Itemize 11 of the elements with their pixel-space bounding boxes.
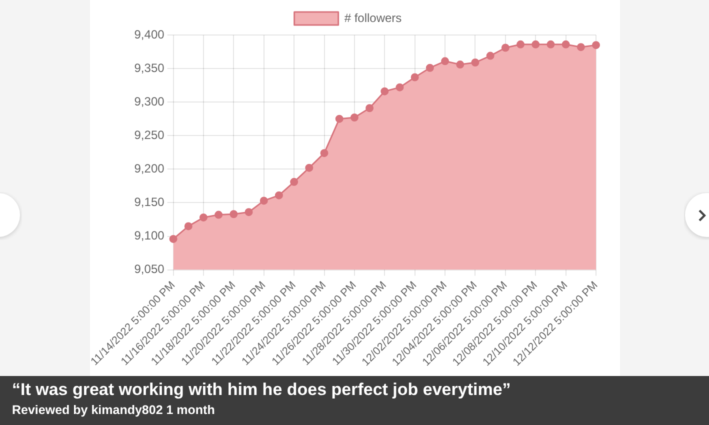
y-tick-label: 9,100 (134, 228, 165, 243)
y-tick-label: 9,250 (134, 128, 165, 142)
y-tick-label: 9,150 (134, 195, 165, 210)
text: Reviewed by kimandy802 1 month (12, 402, 215, 418)
text: “It was great working with him he does perfect job everytime” (12, 380, 511, 400)
y-tick-label: 9,350 (134, 60, 165, 75)
y-tick-label: 9,400 (134, 27, 165, 42)
y-tick-label: 9,200 (134, 161, 165, 176)
legend-label: # followers (344, 10, 402, 25)
y-tick-label: 9,300 (134, 94, 165, 108)
y-tick-label: 9,050 (134, 262, 165, 276)
